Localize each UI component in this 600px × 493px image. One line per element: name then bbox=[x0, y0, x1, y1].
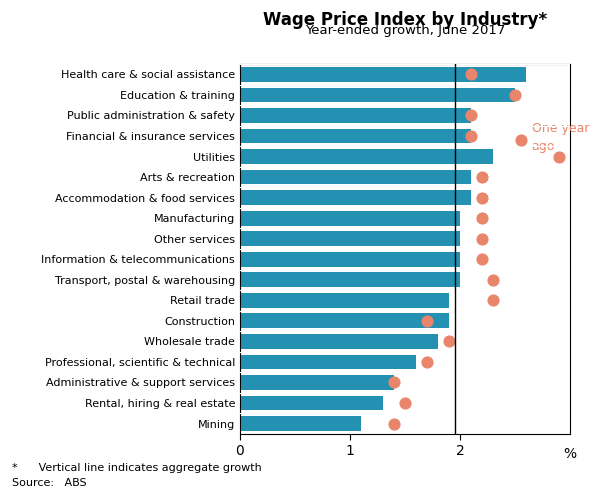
Point bbox=[477, 194, 487, 202]
Bar bbox=[240, 354, 416, 369]
Bar bbox=[240, 416, 361, 431]
Bar bbox=[240, 190, 471, 205]
Bar bbox=[240, 334, 438, 349]
Title: Year-ended growth, June 2017: Year-ended growth, June 2017 bbox=[305, 24, 505, 36]
Bar bbox=[240, 170, 471, 184]
Bar bbox=[240, 252, 460, 267]
Bar bbox=[240, 272, 460, 287]
Bar bbox=[240, 67, 526, 82]
Point bbox=[488, 296, 498, 304]
Point bbox=[389, 420, 399, 427]
Bar bbox=[240, 375, 394, 390]
Point bbox=[466, 111, 476, 119]
Bar bbox=[240, 108, 471, 123]
Text: Wage Price Index by Industry*: Wage Price Index by Industry* bbox=[263, 11, 547, 29]
Point bbox=[516, 136, 526, 144]
Point bbox=[400, 399, 410, 407]
Bar bbox=[240, 395, 383, 410]
Point bbox=[466, 132, 476, 140]
Bar bbox=[240, 129, 471, 143]
Bar bbox=[240, 314, 449, 328]
Text: *      Vertical line indicates aggregate growth: * Vertical line indicates aggregate grow… bbox=[12, 463, 262, 473]
Point bbox=[488, 276, 498, 284]
Point bbox=[477, 173, 487, 181]
Point bbox=[477, 235, 487, 243]
Text: One year: One year bbox=[532, 122, 589, 135]
Point bbox=[510, 91, 520, 99]
Bar bbox=[240, 293, 449, 308]
Point bbox=[422, 358, 432, 366]
Point bbox=[466, 70, 476, 78]
Bar bbox=[240, 211, 460, 226]
Text: Source:   ABS: Source: ABS bbox=[12, 478, 86, 488]
Point bbox=[477, 255, 487, 263]
Point bbox=[554, 153, 564, 161]
Point bbox=[444, 338, 454, 346]
Text: ago: ago bbox=[532, 140, 555, 153]
Point bbox=[477, 214, 487, 222]
Text: %: % bbox=[563, 447, 577, 461]
Point bbox=[389, 379, 399, 387]
Point bbox=[422, 317, 432, 325]
Bar bbox=[240, 231, 460, 246]
Bar bbox=[240, 149, 493, 164]
Bar bbox=[240, 88, 515, 103]
